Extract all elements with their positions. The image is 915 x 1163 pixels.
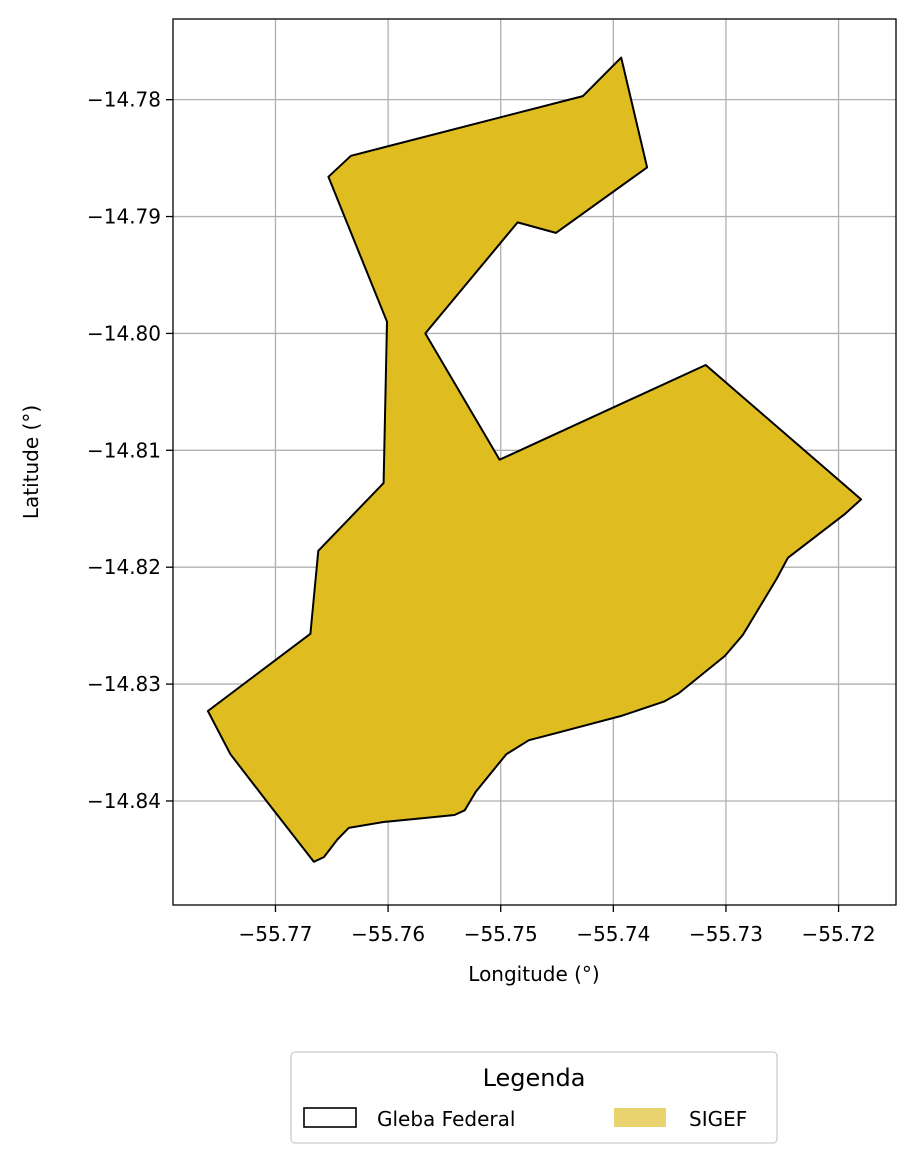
y-tick-label: −14.80 — [87, 321, 161, 345]
legend-label-gleba-federal: Gleba Federal — [377, 1107, 515, 1131]
y-tick-label: −14.82 — [87, 555, 161, 579]
y-tick-label: −14.78 — [87, 88, 161, 112]
legend-label-sigef: SIGEF — [689, 1107, 747, 1131]
legend-swatch-sigef — [614, 1108, 666, 1127]
x-tick-label: −55.74 — [576, 922, 650, 946]
legend-swatch-gleba-federal — [303, 1107, 357, 1128]
legend: Legenda Gleba Federal SIGEF — [290, 1051, 778, 1144]
x-axis-label: Longitude (°) — [468, 962, 599, 986]
x-tick-label: −55.76 — [351, 922, 425, 946]
sigef-polygon — [206, 56, 863, 863]
x-axis-ticks: −55.77 −55.76 −55.75 −55.74 −55.73 −55.72 — [238, 905, 876, 946]
y-axis-ticks: −14.78 −14.79 −14.80 −14.81 −14.82 −14.83 −14.… — [87, 88, 173, 813]
x-tick-label: −55.77 — [238, 922, 312, 946]
legend-title: Legenda — [483, 1064, 586, 1092]
x-tick-label: −55.73 — [689, 922, 763, 946]
y-tick-label: −14.84 — [87, 789, 161, 813]
y-tick-label: −14.81 — [87, 438, 161, 462]
x-tick-label: −55.72 — [802, 922, 876, 946]
y-tick-label: −14.83 — [87, 672, 161, 696]
y-axis-label: Latitude (°) — [19, 405, 43, 519]
x-tick-label: −55.75 — [464, 922, 538, 946]
y-tick-label: −14.79 — [87, 205, 161, 229]
plot-frame — [172, 18, 897, 906]
sigef-polygon-layer — [206, 56, 863, 863]
